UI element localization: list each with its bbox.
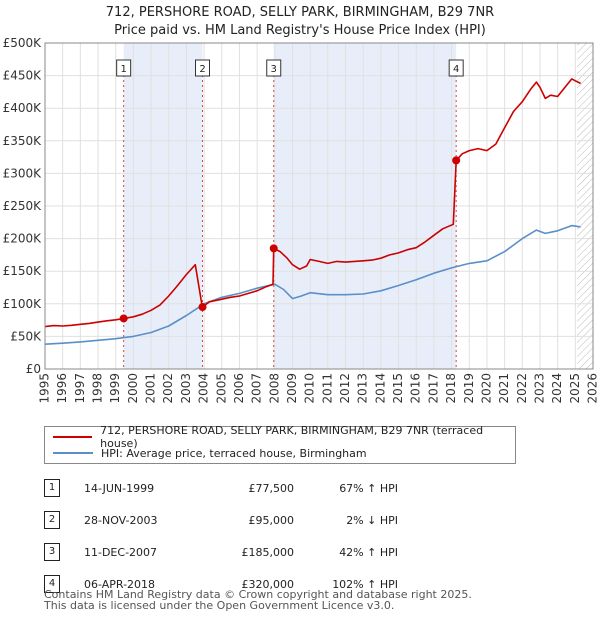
y-tick-label: £400K [3, 101, 43, 115]
price-chart: 1 2 3 4 £0 £50K £100K £150K £200K £250K £300K £350… [3, 36, 600, 404]
x-tick-label: 2018 [444, 373, 458, 404]
sale-label-box [116, 59, 132, 77]
x-tick-label: 2021 [497, 373, 511, 404]
x-tick-label: 1996 [55, 373, 69, 404]
table-row: 3 11-DEC-2007 £185,000 42% ↑ HPI [44, 536, 398, 568]
x-tick-label: 2009 [285, 373, 299, 404]
x-tick-label: 2002 [161, 373, 175, 404]
sale-hpi-change: 42% ↑ HPI [339, 545, 398, 559]
sale-label-box [195, 59, 211, 77]
x-tick-label: 1997 [73, 373, 87, 404]
table-row: 4 06-APR-2018 £320,000 102% ↑ HPI [44, 568, 398, 600]
legend-item-property: 712, PERSHORE ROAD, SELLY PARK, BIRMINGH… [53, 424, 515, 450]
sale-label-text: 1 [120, 64, 126, 75]
y-tick-label: £500K [3, 36, 43, 50]
sale-date: 28-NOV-2003 [84, 513, 158, 527]
sale-label-text: 3 [271, 64, 277, 75]
y-tick-label: £200K [3, 232, 43, 246]
y-tick-label: £100K [3, 297, 43, 311]
legend-item-hpi: HPI: Average price, terraced house, Birm… [53, 445, 367, 461]
sale-label-box [266, 59, 282, 77]
legend-label-property: 712, PERSHORE ROAD, SELLY PARK, BIRMINGH… [100, 424, 484, 450]
sale-date: 06-APR-2018 [84, 577, 156, 591]
table-row: 1 14-JUN-1999 £77,500 67% ↑ HPI [44, 472, 398, 504]
title-line-2: Price paid vs. HM Land Registry's House … [114, 23, 486, 38]
x-tick-label: 2016 [409, 373, 423, 404]
x-tick-label: 2010 [303, 373, 317, 404]
x-tick-label: 2000 [126, 373, 140, 404]
y-tick-label: £0 [26, 362, 41, 376]
x-tick-label: 2025 [568, 373, 582, 404]
sale-date: 11-DEC-2007 [84, 545, 158, 559]
chart-title: 712, PERSHORE ROAD, SELLY PARK, BIRMINGH… [0, 4, 600, 40]
chart-legend: 712, PERSHORE ROAD, SELLY PARK, BIRMINGH… [44, 424, 516, 464]
sale-price: £77,500 [248, 481, 295, 495]
x-tick-label: 2006 [232, 373, 246, 404]
sales-table: 1 14-JUN-1999 £77,500 67% ↑ HPI 2 28-NOV… [44, 472, 398, 600]
footer-line-1: Contains HM Land Registry data © Crown c… [44, 588, 472, 601]
x-tick-label: 1999 [108, 373, 122, 404]
sale-number-badge: 2 [44, 511, 60, 529]
footer-line-2: This data is licensed under the Open Gov… [44, 599, 395, 612]
y-tick-label: £250K [3, 199, 43, 213]
y-tick-label: £300K [3, 166, 43, 180]
sale-number-badge: 3 [44, 543, 60, 561]
x-tick-label: 2005 [214, 373, 228, 404]
sale-label-text: 2 [199, 64, 205, 75]
y-tick-label: £150K [3, 264, 43, 278]
x-tick-label: 2007 [250, 373, 264, 404]
sale-hpi-change: 102% ↑ HPI [332, 577, 398, 591]
x-tick-label: 2020 [479, 373, 493, 404]
sale-date: 14-JUN-1999 [84, 481, 155, 495]
sale-point [119, 314, 128, 323]
sale-point [269, 244, 278, 253]
x-tick-label: 2001 [144, 373, 158, 404]
table-row: 2 28-NOV-2003 £95,000 2% ↓ HPI [44, 504, 398, 536]
sale-price: £95,000 [248, 513, 295, 527]
x-tick-label: 2026 [586, 373, 600, 404]
x-tick-label: 2003 [179, 373, 193, 404]
sale-label-text: 4 [453, 64, 459, 75]
y-tick-label: £350K [3, 134, 43, 148]
hpi-series-line [44, 224, 581, 345]
sale-price: £320,000 [241, 577, 295, 591]
x-tick-label: 2014 [373, 373, 387, 404]
x-tick-label: 2024 [550, 373, 564, 404]
x-tick-label: 2022 [515, 373, 529, 404]
sale-number-badge: 4 [44, 575, 60, 593]
x-tick-label: 1995 [38, 373, 52, 404]
x-tick-label: 2012 [338, 373, 352, 404]
property-series-line [44, 78, 581, 328]
x-tick-label: 2008 [267, 373, 281, 404]
legend-label-hpi: HPI: Average price, terraced house, Birm… [101, 446, 367, 460]
footer-attribution: Contains HM Land Registry data © Crown c… [44, 589, 472, 611]
x-tick-label: 2023 [532, 373, 546, 404]
sale-label-box [448, 59, 464, 77]
x-tick-label: 2015 [391, 373, 405, 404]
sale-point [198, 303, 207, 312]
sale-point [452, 156, 461, 165]
x-tick-label: 1998 [91, 373, 105, 404]
x-tick-label: 2004 [197, 373, 211, 404]
sale-price: £185,000 [241, 545, 295, 559]
legend-swatch-red [53, 436, 93, 438]
title-line-1: 712, PERSHORE ROAD, SELLY PARK, BIRMINGH… [105, 5, 495, 20]
x-tick-label: 2019 [462, 373, 476, 404]
x-tick-label: 2011 [320, 373, 334, 404]
sale-hpi-change: 2% ↓ HPI [346, 513, 398, 527]
x-tick-label: 2013 [356, 373, 370, 404]
sale-number-badge: 1 [44, 479, 60, 497]
sale-hpi-change: 67% ↑ HPI [339, 481, 398, 495]
x-tick-label: 2017 [426, 373, 440, 404]
y-tick-label: £50K [10, 329, 42, 343]
y-tick-label: £450K [3, 69, 43, 83]
legend-swatch-blue [53, 452, 93, 454]
plot-border [44, 42, 594, 370]
